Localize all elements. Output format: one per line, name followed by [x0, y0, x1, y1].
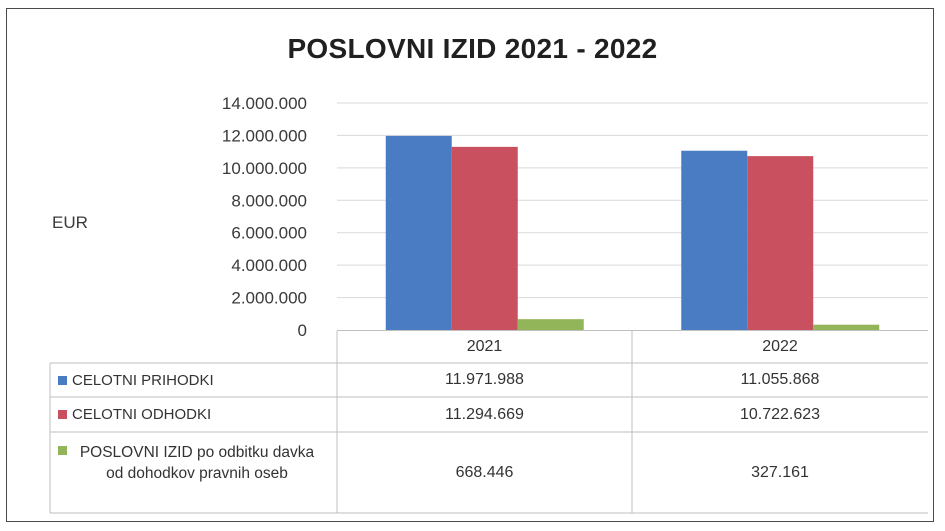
bars: [385, 135, 880, 330]
bar-3-2022: [813, 324, 880, 330]
y-tick-label: 8.000.000: [231, 191, 307, 210]
y-tick-label: 12.000.000: [222, 126, 307, 145]
category-header-2022: 2022: [762, 338, 798, 355]
data-label-1-2022: 11.055.868: [740, 371, 820, 388]
data-label-1-2021: 11.971.988: [445, 371, 524, 388]
data-label-2-2021: 11.294.669: [445, 405, 524, 423]
legend-swatch: [58, 446, 67, 455]
data-label-3-2022: 327.161: [751, 463, 809, 481]
legend-label: CELOTNI PRIHODKI: [72, 371, 214, 389]
legend-label: CELOTNI ODHODKI: [72, 406, 212, 423]
bar-1-2022: [681, 150, 748, 330]
bar-3-2021: [517, 319, 584, 330]
legend-entry-3: POSLOVNI IZID po odbitku davka od dohodk…: [58, 432, 332, 513]
chart-title: POSLOVNI IZID 2021 - 2022: [287, 33, 658, 64]
y-tick-label: 2.000.000: [231, 289, 307, 308]
legend-swatch: [58, 410, 67, 419]
y-tick-label: 10.000.000: [222, 159, 307, 178]
y-tick-label: 0: [298, 321, 307, 340]
y-axis-label: EUR: [52, 213, 88, 232]
y-tick-label: 6.000.000: [231, 224, 307, 243]
bar-2-2021: [451, 146, 518, 330]
bar-1-2021: [385, 135, 452, 330]
bar-2-2022: [747, 156, 814, 330]
y-tick-labels: 14.000.000 12.000.000 10.000.000 8.000.000 6…: [222, 94, 307, 340]
data-table-lines: [49, 330, 928, 514]
category-header-2021: 2021: [466, 338, 503, 355]
legend-swatch: [58, 375, 67, 385]
y-tick-label: 14.000.000: [222, 94, 307, 113]
legend-label: POSLOVNI IZID po odbitku davka od dohodk…: [79, 444, 315, 482]
data-label-2-2022: 10.722.623: [739, 405, 821, 423]
legend-entry-1: CELOTNI PRIHODKI: [58, 363, 332, 397]
legend-entry-2: CELOTNI ODHODKI: [58, 397, 332, 432]
data-label-3-2021: 668.446: [455, 463, 514, 481]
y-tick-label: 4.000.000: [231, 256, 307, 275]
